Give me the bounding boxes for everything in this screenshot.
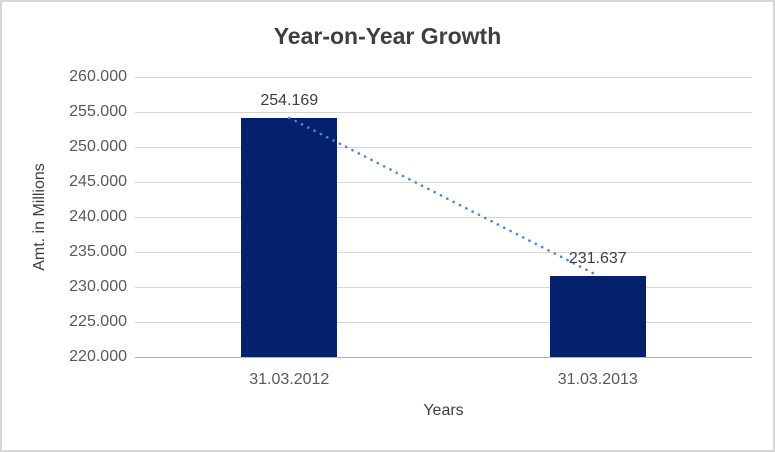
x-tick-label: 31.03.2012 <box>249 371 330 388</box>
y-tick-label: 245.000 <box>69 173 127 190</box>
y-tick-label: 230.000 <box>69 278 127 295</box>
gridline <box>135 77 752 78</box>
gridline <box>135 287 752 288</box>
x-axis-line <box>135 357 752 358</box>
x-axis-title: Years <box>423 402 464 419</box>
y-tick-label: 240.000 <box>69 208 127 225</box>
y-tick-label: 260.000 <box>69 68 127 85</box>
gridline <box>135 252 752 253</box>
gridline <box>135 147 752 148</box>
y-tick-label: 250.000 <box>69 138 127 155</box>
y-tick-label: 235.000 <box>69 243 127 260</box>
gridline <box>135 322 752 323</box>
bar-data-label: 254.169 <box>260 91 319 109</box>
bar <box>549 275 646 357</box>
x-tick-label: 31.03.2013 <box>557 371 638 388</box>
gridline <box>135 112 752 113</box>
bar-data-label: 231.637 <box>568 249 627 267</box>
y-tick-label: 220.000 <box>69 348 127 365</box>
gridline <box>135 182 752 183</box>
gridline <box>135 217 752 218</box>
y-tick-label: 255.000 <box>69 103 127 120</box>
y-tick-label: 225.000 <box>69 313 127 330</box>
chart-title: Year-on-Year Growth <box>273 23 502 49</box>
bar <box>241 117 338 357</box>
